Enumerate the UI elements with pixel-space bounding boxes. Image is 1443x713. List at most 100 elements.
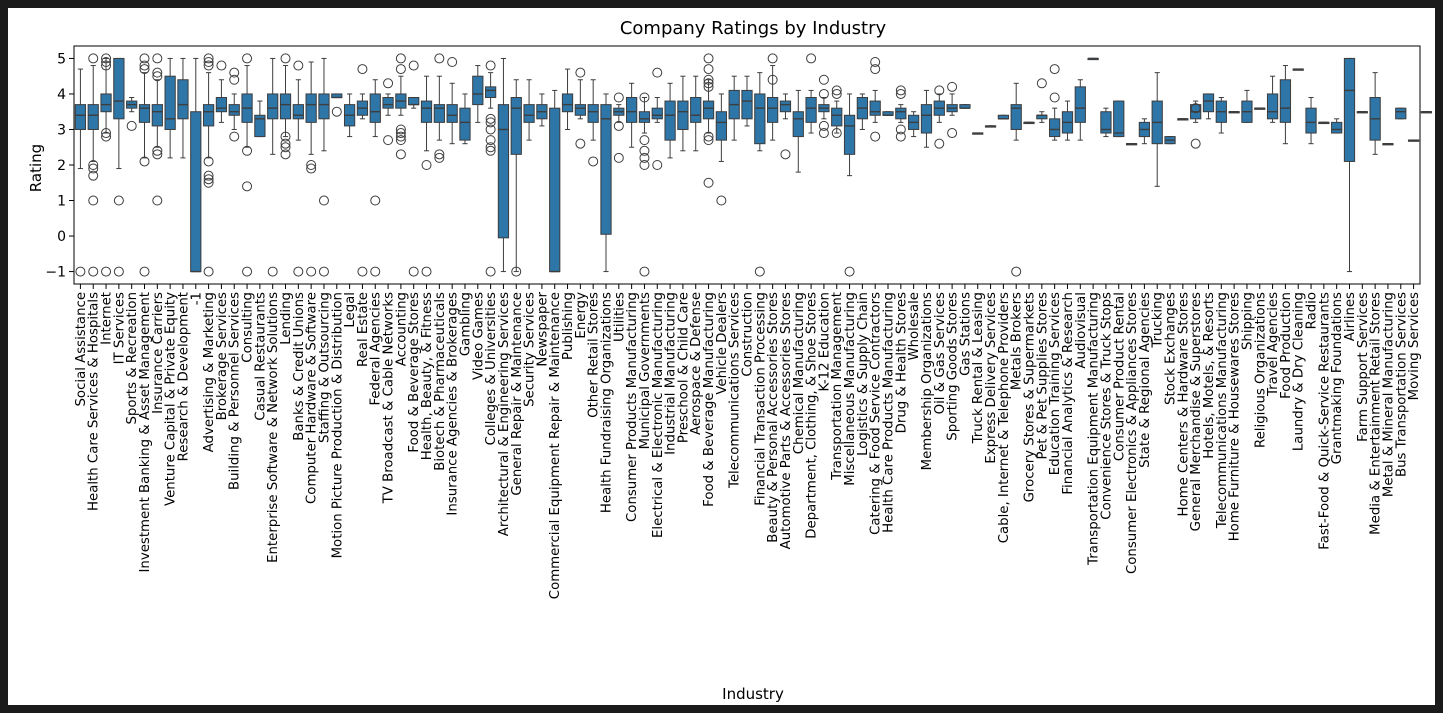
x-tick-label: Electrical & Electronic Manufacturing	[651, 292, 666, 538]
outlier-point	[485, 145, 496, 156]
x-tick-label: Cable, Internet & Telephone Providers	[997, 292, 1012, 543]
outlier-point	[242, 266, 253, 277]
y-tick-label: 3	[57, 122, 66, 138]
outlier-point	[421, 266, 432, 277]
x-tick-label: Sporting Goods Stores	[946, 292, 961, 441]
outlier-point	[203, 60, 214, 71]
x-tick-label: Research & Development	[176, 292, 191, 461]
outlier-point	[639, 152, 650, 163]
box	[1113, 100, 1125, 138]
x-tick-label: Hotels, Motels, & Resorts	[1202, 292, 1217, 459]
outlier-point	[370, 195, 381, 206]
x-tick-label: Transportation Equipment Manufacturing	[1087, 292, 1102, 566]
x-tick-label: Logistics & Supply Chain	[856, 292, 871, 456]
x-tick-label: Computer Hardware & Software	[305, 292, 320, 504]
box	[74, 104, 87, 130]
outlier-point	[434, 149, 445, 160]
x-tick-label: Telecommunications Manufacturing	[1215, 292, 1230, 529]
outlier-point	[408, 60, 419, 71]
outlier-point	[152, 67, 163, 78]
outlier-point	[895, 131, 906, 142]
x-tick-label: Financial Transaction Processing	[753, 292, 768, 506]
outlier-point	[306, 266, 317, 277]
outlier-point	[113, 195, 124, 206]
outlier-point	[831, 85, 842, 96]
chart-title: Company Ratings by Industry	[620, 18, 887, 39]
box	[626, 97, 638, 123]
x-tick-label: Other Retail Stores	[587, 292, 602, 418]
x-tick-label: Convenience Stores & Truck Stops	[1099, 292, 1114, 520]
box	[754, 93, 766, 145]
x-tick-label: Beauty & Personal Accessories Stores	[766, 292, 781, 543]
box	[408, 97, 420, 106]
x-tick-label: Vehicle Dealers	[715, 292, 730, 395]
outlier-point	[306, 160, 317, 170]
x-tick-label: Advertising & Marketing	[202, 292, 217, 452]
outlier-point	[806, 53, 817, 64]
outlier-point	[613, 120, 624, 131]
outlier-point	[203, 53, 214, 64]
box	[318, 93, 330, 120]
x-tick-label: Preschool & Child Care	[676, 292, 691, 443]
x-tick-label: Architectural & Engineering Services	[497, 292, 512, 536]
x-tick-label: Brokerage Services	[215, 292, 230, 420]
box	[767, 97, 779, 123]
outlier-point	[1190, 138, 1201, 149]
outlier-point	[88, 160, 99, 170]
x-tick-label: Investment Banking & Asset Management	[138, 292, 153, 573]
x-tick-label: Grantmaking Foundations	[1330, 292, 1345, 464]
outlier-point	[101, 131, 112, 142]
x-tick-label: Health, Beauty, & Fitness	[420, 292, 435, 460]
outlier-point	[395, 124, 406, 135]
outlier-point	[895, 88, 906, 99]
box	[510, 97, 522, 155]
x-tick-label: Aerospace & Defense	[689, 292, 704, 435]
x-tick-label: Accounting	[394, 292, 409, 366]
x-tick-label: Gambling	[458, 292, 473, 356]
box	[1010, 104, 1022, 130]
outlier-point	[447, 56, 458, 67]
x-tick-label: Biotech & Pharmaceuticals	[433, 292, 448, 471]
outlier-point	[306, 163, 317, 174]
outlier-point	[421, 160, 432, 170]
box	[1305, 107, 1317, 134]
x-tick-label: Health Care Services & Hospitals	[87, 292, 102, 511]
outlier-point	[895, 124, 906, 135]
x-tick-label: Health Fundraising Organizations	[599, 292, 614, 513]
x-tick-label: Enterprise Software & Network Solutions	[266, 292, 281, 563]
outlier-point	[395, 64, 406, 75]
outlier-point	[613, 152, 624, 163]
y-tick-label: 0	[57, 229, 66, 245]
box	[843, 114, 856, 155]
x-tick-label: Religious Organizations	[1253, 292, 1268, 448]
outlier-point	[88, 266, 99, 277]
x-tick-label: Truck Rental & Leasing	[971, 292, 986, 444]
box	[382, 97, 394, 109]
x-tick-label: K-12 Education	[817, 292, 832, 391]
outlier-point	[1190, 103, 1201, 114]
outlier-point	[267, 266, 278, 277]
x-tick-label: Municipal Governments	[638, 292, 653, 449]
box	[523, 104, 535, 123]
x-axis-title: Industry	[722, 685, 784, 703]
outlier-point	[575, 67, 586, 78]
outlier-point	[818, 120, 829, 131]
outlier-point	[639, 92, 650, 103]
outlier-point	[139, 64, 150, 75]
box	[805, 97, 817, 123]
outlier-point	[395, 53, 406, 64]
outlier-point	[293, 60, 304, 71]
x-tick-label: Bus Transportation Services	[1394, 292, 1409, 477]
outlier-point	[639, 266, 650, 277]
box	[1343, 57, 1356, 162]
outlier-point	[229, 74, 240, 85]
outlier-point	[152, 71, 163, 82]
x-tick-label: Travel Agencies	[1266, 292, 1281, 397]
outlier-point	[844, 266, 855, 277]
outlier-point	[88, 195, 99, 206]
outlier-point	[934, 85, 945, 96]
outlier-point	[485, 135, 496, 146]
x-tick-label: Building & Personnel Services	[228, 292, 243, 490]
box	[638, 111, 651, 123]
outlier-point	[613, 92, 624, 103]
